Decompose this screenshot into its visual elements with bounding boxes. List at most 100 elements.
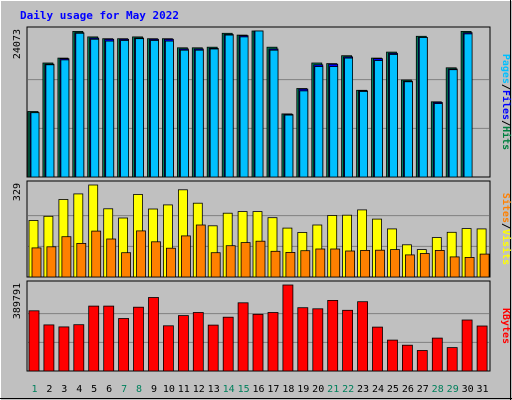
bar (403, 81, 413, 178)
legend-hits: Pages/Files/Hits (500, 54, 512, 150)
bar (464, 256, 475, 278)
x-tick-label: 30 (462, 384, 474, 395)
legend-item: Hits (500, 126, 512, 150)
bar (461, 319, 473, 372)
bar (177, 315, 189, 372)
legend-visits: Sites/Visits (500, 193, 512, 265)
x-tick-label: 23 (357, 384, 369, 395)
bar (254, 30, 264, 178)
bar (133, 306, 144, 372)
bar (270, 250, 281, 278)
bar (30, 112, 40, 178)
bar (73, 324, 85, 372)
bar (194, 49, 204, 178)
bar (463, 33, 473, 178)
panel-visits: 329 Sites/Visits (12, 180, 512, 278)
bar (225, 245, 236, 278)
bar (239, 36, 249, 178)
bar (449, 256, 460, 278)
legend-item: Pages (500, 54, 511, 84)
bar (434, 249, 445, 278)
bar (165, 247, 176, 278)
bar (357, 301, 369, 372)
x-tick-label: 15 (238, 384, 250, 395)
bar (120, 40, 129, 178)
bar (252, 313, 264, 372)
legend-kbytes: KBytes (500, 308, 511, 344)
chart-title: Daily usage for May 2022 (20, 9, 179, 22)
series-pages (30, 30, 473, 178)
bar (433, 103, 443, 178)
y-axis-max-label: 389791 (12, 283, 23, 319)
bar (255, 240, 266, 278)
x-tick-label: 20 (312, 384, 324, 395)
legend-separator: / (500, 120, 511, 126)
bar (150, 40, 159, 178)
bar (106, 238, 117, 278)
bar (374, 60, 383, 178)
legend-item: Visits (500, 229, 512, 265)
bar (180, 235, 191, 278)
bar (404, 254, 415, 278)
x-tick-label: 5 (91, 384, 97, 395)
x-tick-label: 18 (282, 384, 294, 395)
bar (195, 224, 206, 278)
legend-separator: / (500, 223, 511, 229)
bar (179, 49, 189, 178)
y-axis-max-label: 24073 (12, 29, 23, 59)
panel-kbytes: 389791 KBytes (12, 280, 511, 372)
bar (284, 114, 294, 178)
bar (45, 64, 55, 178)
bar (314, 66, 324, 178)
bar (222, 316, 234, 372)
bar (446, 347, 458, 372)
bar (46, 246, 57, 278)
bar (267, 312, 279, 372)
bar (240, 242, 251, 278)
x-tick-label: 9 (151, 384, 157, 395)
bar (476, 325, 488, 372)
x-tick-label: 29 (447, 384, 459, 395)
x-tick-label: 24 (372, 384, 384, 395)
bar (162, 325, 174, 372)
bar (297, 307, 309, 372)
x-tick-label: 12 (193, 384, 205, 395)
bar (375, 249, 385, 278)
legend-item: Sites (500, 193, 512, 223)
bar (401, 344, 413, 372)
bar (103, 305, 115, 372)
bar (105, 40, 115, 178)
x-tick-label: 22 (342, 384, 354, 395)
bar (237, 302, 249, 372)
x-tick-label: 26 (402, 384, 414, 395)
x-tick-label: 13 (208, 384, 220, 395)
bar (299, 90, 309, 178)
bar (448, 69, 458, 178)
x-tick-label: 10 (163, 384, 175, 395)
bar (31, 247, 42, 278)
bar (300, 250, 311, 278)
bar (269, 49, 279, 178)
bar (90, 38, 100, 178)
legend-item: Files (500, 90, 512, 120)
bar (192, 312, 204, 372)
bar (327, 299, 339, 372)
bar (431, 337, 443, 372)
bar (207, 324, 219, 372)
bar (330, 248, 341, 278)
x-tick-label: 1 (31, 384, 37, 395)
bar (312, 308, 324, 372)
bar (329, 66, 339, 178)
bar (342, 309, 354, 372)
bar (315, 248, 326, 278)
legend-item: KBytes (500, 308, 511, 344)
bar (151, 241, 161, 278)
x-tick-label: 17 (267, 384, 279, 395)
bar (88, 305, 100, 372)
bar (118, 318, 129, 372)
bar (43, 324, 55, 372)
bar (121, 252, 131, 278)
bar (28, 310, 40, 372)
